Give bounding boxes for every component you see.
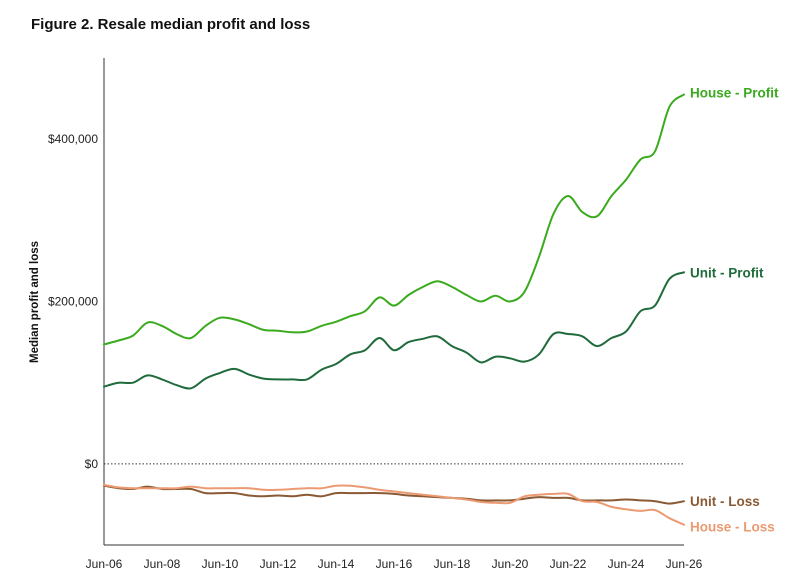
x-tick-label: Jun-20 [492,557,529,571]
x-tick-label: Jun-10 [202,557,239,571]
x-tick-label: Jun-24 [608,557,645,571]
y-axis-label: Median profit and loss [29,241,41,363]
y-tick-label: $0 [85,457,99,471]
series-line-house-profit [103,93,685,346]
x-tick-label: Jun-22 [550,557,587,571]
chart-title: Figure 2. Resale median profit and loss [31,16,311,33]
x-tick-label: Jun-14 [318,557,355,571]
series-lines [103,93,685,526]
series-label-unit-profit: Unit - Profit [690,265,764,280]
series-line-unit-profit [103,271,685,390]
x-tick-label: Jun-16 [376,557,413,571]
series-line-house-loss [103,483,685,526]
x-tick-label: Jun-26 [666,557,703,571]
x-tick-label: Jun-08 [144,557,181,571]
x-tick-label: Jun-06 [86,557,123,571]
y-tick-label: $400,000 [48,132,98,146]
series-label-house-profit: House - Profit [690,86,779,101]
x-tick-label: Jun-18 [434,557,471,571]
axes: $0 $200,000 $400,000 Jun-06 Jun-08 Jun-10 Jun-… [48,58,703,571]
y-tick-label: $200,000 [48,295,98,309]
x-tick-label: Jun-12 [260,557,297,571]
series-labels: House - Profit Unit - Profit Unit - Loss Ho… [690,86,779,535]
series-line-unit-loss [103,484,685,505]
series-label-house-loss: House - Loss [690,520,775,535]
series-label-unit-loss: Unit - Loss [690,494,760,509]
